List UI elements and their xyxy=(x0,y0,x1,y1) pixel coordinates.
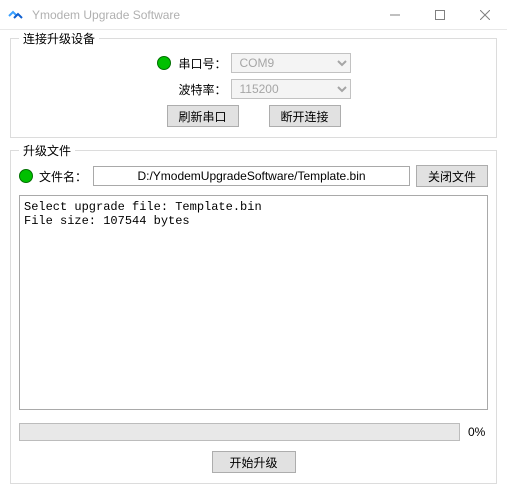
start-upgrade-button[interactable]: 开始升级 xyxy=(212,451,296,473)
close-file-button[interactable]: 关闭文件 xyxy=(416,165,488,187)
connect-legend: 连接升级设备 xyxy=(19,30,99,47)
close-button[interactable] xyxy=(462,0,507,29)
baud-label: 波特率： xyxy=(177,81,227,98)
window-buttons xyxy=(372,0,507,29)
progress-percent: 0% xyxy=(468,425,488,439)
port-label: 串口号： xyxy=(177,55,227,72)
titlebar: Ymodem Upgrade Software xyxy=(0,0,507,30)
file-status-dot xyxy=(19,169,33,183)
minimize-button[interactable] xyxy=(372,0,417,29)
window-title: Ymodem Upgrade Software xyxy=(32,8,372,22)
progress-bar xyxy=(19,423,460,441)
baud-select[interactable]: 115200 xyxy=(231,79,351,99)
app-icon xyxy=(8,7,24,23)
port-select[interactable]: COM9 xyxy=(231,53,351,73)
maximize-button[interactable] xyxy=(417,0,462,29)
file-legend: 升级文件 xyxy=(19,142,75,159)
connect-group: 连接升级设备 串口号： COM9 波特率： 115200 刷新串口 断开连接 xyxy=(10,38,497,138)
log-textarea[interactable] xyxy=(19,195,488,410)
port-status-dot xyxy=(157,56,171,70)
refresh-port-button[interactable]: 刷新串口 xyxy=(167,105,239,127)
file-path-field[interactable] xyxy=(93,166,410,186)
disconnect-button[interactable]: 断开连接 xyxy=(269,105,341,127)
file-group: 升级文件 文件名： 关闭文件 0% 开始升级 xyxy=(10,150,497,484)
filename-label: 文件名： xyxy=(39,168,87,185)
